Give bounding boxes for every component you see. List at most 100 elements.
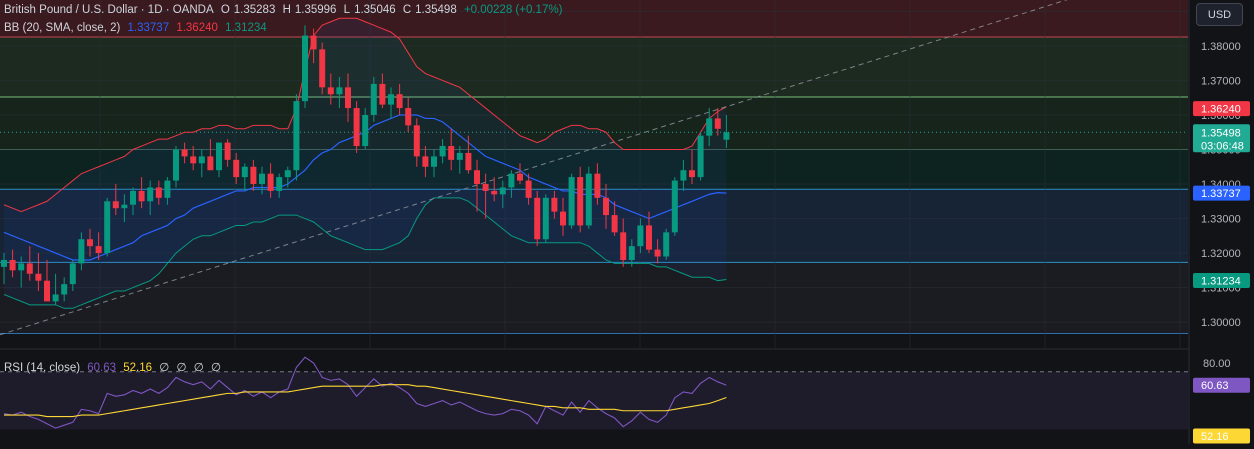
candle (198, 149, 205, 178)
candle (293, 94, 300, 181)
candle-body (689, 170, 695, 178)
price-tick-label: 1.37000 (1201, 75, 1241, 87)
candle-body (87, 239, 93, 247)
candle-body (241, 166, 248, 178)
candle (69, 259, 76, 292)
candle (680, 159, 687, 191)
candle (336, 76, 343, 109)
candle-body (207, 156, 214, 171)
candle (1, 253, 7, 285)
badge-rsi-ma-label: 52.16 (1201, 431, 1229, 443)
bb-upper-value: 1.36240 (176, 22, 218, 34)
candle-body (413, 125, 420, 157)
bb-lower-value: 1.31234 (225, 22, 267, 34)
candle-body (155, 187, 162, 198)
candle-body (9, 259, 16, 271)
candle-body (250, 166, 257, 185)
candle (560, 197, 566, 236)
rsi-ma-line (4, 384, 727, 418)
candle-body (233, 159, 240, 178)
trendline-line (0, 0, 1068, 336)
level-band (0, 149, 1188, 190)
candle (302, 25, 308, 109)
candle (276, 173, 283, 198)
level-band (0, 0, 1188, 37)
ohlc-close: C 1.35498 (402, 4, 457, 16)
candle-body (620, 232, 627, 260)
candle (370, 76, 377, 122)
candle-body (353, 108, 360, 147)
rsi-ma-value: 52.16 (123, 362, 153, 374)
candle (284, 166, 291, 188)
currency-button[interactable]: USD (1196, 3, 1243, 26)
candle-body (603, 197, 609, 216)
candle (611, 201, 618, 236)
candle (396, 83, 403, 115)
candle-body (130, 190, 136, 205)
candle-body (542, 197, 549, 240)
candle-body (474, 170, 480, 185)
badge-rsi-ma-bg (1193, 428, 1250, 444)
candle-body (78, 239, 85, 264)
candle-body (181, 149, 188, 157)
rsi-extra-4: ∅ (210, 362, 221, 374)
rsi-tick-label: 80.00 (1203, 358, 1231, 370)
candle-body (379, 83, 386, 105)
candle (379, 73, 386, 109)
candle-body (517, 173, 523, 181)
candle-body (706, 118, 713, 136)
rsi-background (0, 350, 1188, 444)
candle (448, 128, 455, 171)
ohlc-open: O 1.35283 (220, 4, 276, 16)
badge-rsi: 60.63 (1193, 377, 1250, 393)
candle-body (482, 184, 489, 191)
change-value: +0.00228 (+0.17%) (463, 4, 563, 16)
level-band (0, 262, 1188, 334)
candle-body (491, 190, 498, 195)
price-tick-label: 1.32000 (1201, 248, 1241, 260)
price-tick-label: 1.33000 (1201, 214, 1241, 226)
price-tick-label: 1.30000 (1201, 317, 1241, 329)
candle (112, 184, 119, 216)
rsi-extra-3: ∅ (193, 362, 204, 374)
bb-indicator-name: BB (20, SMA, close, 2) (4, 22, 121, 34)
level-band (0, 333, 1188, 348)
candle-body (138, 190, 145, 202)
candle (18, 256, 25, 288)
candle (714, 108, 721, 136)
candle (353, 101, 360, 153)
candle (52, 273, 59, 305)
bb-legend[interactable]: BB (20, SMA, close, 2) 1.33737 1.36240 1… (4, 22, 271, 34)
candle (637, 218, 644, 254)
candle (508, 170, 515, 198)
ohlc-low: L 1.35046 (343, 4, 396, 16)
candle-body (52, 294, 59, 302)
candle (689, 149, 695, 185)
symbol-title[interactable]: British Pound / U.S. Dollar · 1D · OANDA (4, 4, 214, 16)
badge-bb-upper-label: 1.36240 (1201, 104, 1241, 116)
candle (654, 239, 661, 264)
candle (388, 87, 394, 119)
grid-lines (0, 0, 1188, 348)
candle (9, 249, 16, 278)
candle (577, 166, 584, 233)
rsi-legend[interactable]: RSI (14, close) 60.63 52.16 ∅ ∅ ∅ ∅ (4, 360, 225, 374)
candle-body (714, 118, 721, 129)
badge-last-price-bg (1193, 124, 1250, 153)
candle (413, 118, 420, 167)
badge-bb-upper: 1.36240 (1193, 101, 1250, 117)
candle-body (327, 87, 334, 95)
candle (594, 163, 601, 205)
candle (585, 166, 592, 229)
candle (87, 228, 93, 257)
candle-body (577, 177, 584, 226)
badge-bb-basis-label: 1.33737 (1201, 188, 1241, 200)
candle (164, 177, 171, 205)
candle (78, 232, 85, 271)
candle-body (448, 146, 455, 160)
candle-body (61, 284, 68, 295)
candle (259, 166, 265, 195)
candle (267, 163, 274, 198)
